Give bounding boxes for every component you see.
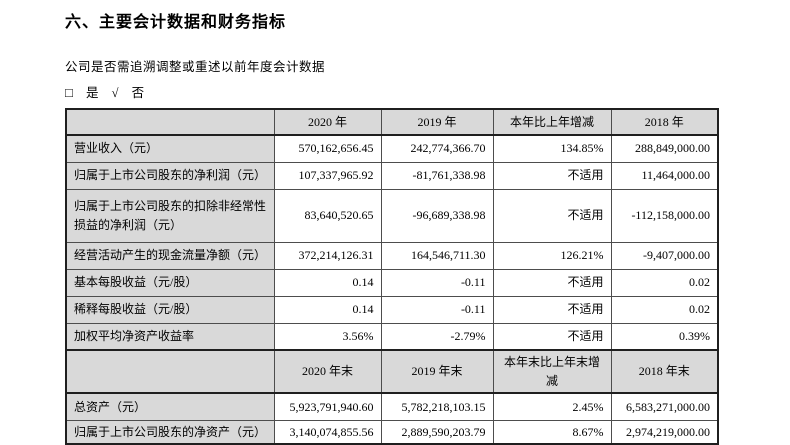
- row-label-cell: 归属于上市公司股东的净利润（元）: [65, 161, 275, 190]
- row-label-cell: 基本每股收益（元/股）: [65, 268, 275, 297]
- value-cell: 不适用: [492, 188, 612, 243]
- value-cell: 0.02: [610, 295, 719, 324]
- column-header-2020: 2020 年: [273, 108, 382, 136]
- value-cell: -112,158,000.00: [610, 188, 719, 243]
- value-cell: 3,140,074,855.56: [273, 419, 382, 445]
- row-label-cell: 归属于上市公司股东的扣除非经常性损益的净利润（元）: [65, 188, 275, 243]
- table-row-weighted-avg-roe: 加权平均净资产收益率 3.56% -2.79% 不适用 0.39%: [65, 322, 719, 351]
- section-title: 六、主要会计数据和财务指标: [65, 14, 287, 31]
- row-label-cell: 归属于上市公司股东的净资产（元）: [65, 419, 275, 445]
- column-header-year-end-change: 本年末比上年末增减: [492, 348, 612, 395]
- column-header-2018: 2018 年: [610, 108, 719, 136]
- no-label: 否: [131, 86, 145, 100]
- row-label-cell: 稀释每股收益（元/股）: [65, 295, 275, 324]
- table-row-diluted-eps: 稀释每股收益（元/股） 0.14 -0.11 不适用 0.02: [65, 295, 719, 324]
- table-row-net-profit-excl-nonrecurring: 归属于上市公司股东的扣除非经常性损益的净利润（元） 83,640,520.65 …: [65, 188, 719, 243]
- financial-indicators-table: 2020 年 2019 年 本年比上年增减 2018 年 营业收入（元） 570…: [65, 108, 719, 445]
- value-cell: -9,407,000.00: [610, 241, 719, 270]
- row-label-cell: 总资产（元）: [65, 392, 275, 421]
- value-cell: 不适用: [492, 295, 612, 324]
- value-cell: 8.67%: [492, 419, 612, 445]
- checkmark-icon: √: [111, 86, 119, 100]
- value-cell: -0.11: [380, 295, 494, 324]
- column-header-blank: [65, 348, 275, 395]
- value-cell: 不适用: [492, 161, 612, 190]
- table-row-net-profit: 归属于上市公司股东的净利润（元） 107,337,965.92 -81,761,…: [65, 161, 719, 190]
- value-cell: 不适用: [492, 268, 612, 297]
- column-header-2019: 2019 年: [380, 108, 494, 136]
- checkbox-unchecked-icon: □: [65, 85, 74, 100]
- value-cell: 126.21%: [492, 241, 612, 270]
- table-row-basic-eps: 基本每股收益（元/股） 0.14 -0.11 不适用 0.02: [65, 268, 719, 297]
- value-cell: 0.14: [273, 268, 382, 297]
- table-header-row-year-end: 2020 年末 2019 年末 本年末比上年末增减 2018 年末: [65, 348, 719, 395]
- value-cell: 2,889,590,203.79: [380, 419, 494, 445]
- value-cell: 242,774,366.70: [380, 134, 494, 163]
- yes-label: 是: [85, 86, 99, 100]
- column-header-2018-end: 2018 年末: [610, 348, 719, 395]
- yes-no-options: □ 是 √ 否: [65, 82, 790, 101]
- value-cell: 3.56%: [273, 322, 382, 351]
- value-cell: 0.02: [610, 268, 719, 297]
- value-cell: 5,923,791,940.60: [273, 392, 382, 421]
- value-cell: 288,849,000.00: [610, 134, 719, 163]
- column-header-2020-end: 2020 年末: [273, 348, 382, 395]
- row-label-cell: 营业收入（元）: [65, 134, 275, 163]
- value-cell: 6,583,271,000.00: [610, 392, 719, 421]
- value-cell: 570,162,656.45: [273, 134, 382, 163]
- value-cell: 0.14: [273, 295, 382, 324]
- value-cell: 不适用: [492, 322, 612, 351]
- column-header-blank: [65, 108, 275, 136]
- value-cell: 107,337,965.92: [273, 161, 382, 190]
- table-row-operating-cash-flow: 经营活动产生的现金流量净额（元） 372,214,126.31 164,546,…: [65, 241, 719, 270]
- value-cell: 0.39%: [610, 322, 719, 351]
- value-cell: 164,546,711.30: [380, 241, 494, 270]
- value-cell: 83,640,520.65: [273, 188, 382, 243]
- value-cell: -81,761,338.98: [380, 161, 494, 190]
- value-cell: -0.11: [380, 268, 494, 297]
- value-cell: 11,464,000.00: [610, 161, 719, 190]
- value-cell: -2.79%: [380, 322, 494, 351]
- table-row-operating-revenue: 营业收入（元） 570,162,656.45 242,774,366.70 13…: [65, 134, 719, 163]
- column-header-2019-end: 2019 年末: [380, 348, 494, 395]
- value-cell: 2,974,219,000.00: [610, 419, 719, 445]
- value-cell: -96,689,338.98: [380, 188, 494, 243]
- table-row-total-assets: 总资产（元） 5,923,791,940.60 5,782,218,103.15…: [65, 392, 719, 421]
- row-label-cell: 加权平均净资产收益率: [65, 322, 275, 351]
- table-header-row-annual: 2020 年 2019 年 本年比上年增减 2018 年: [65, 108, 719, 136]
- value-cell: 134.85%: [492, 134, 612, 163]
- value-cell: 372,214,126.31: [273, 241, 382, 270]
- row-label-cell: 经营活动产生的现金流量净额（元）: [65, 241, 275, 270]
- restatement-question: 公司是否需追溯调整或重述以前年度会计数据: [65, 60, 326, 74]
- table-row-net-assets: 归属于上市公司股东的净资产（元） 3,140,074,855.56 2,889,…: [65, 419, 719, 445]
- column-header-yoy-change: 本年比上年增减: [492, 108, 612, 136]
- value-cell: 5,782,218,103.15: [380, 392, 494, 421]
- value-cell: 2.45%: [492, 392, 612, 421]
